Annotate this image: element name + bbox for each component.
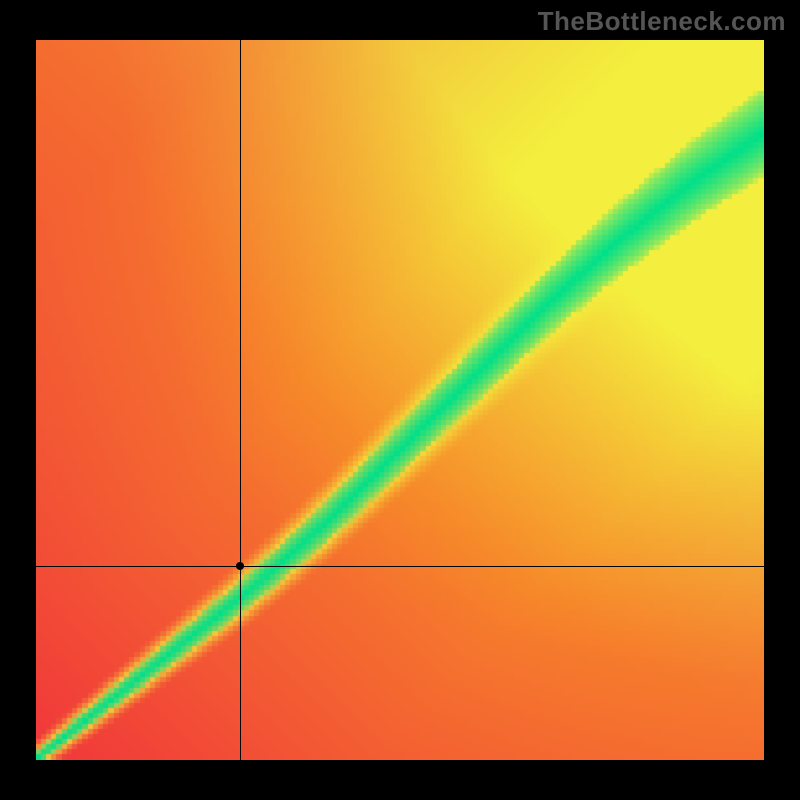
- container: TheBottleneck.com: [0, 0, 800, 800]
- crosshair-vertical: [240, 40, 241, 760]
- crosshair-horizontal: [36, 566, 764, 567]
- bottleneck-heatmap: [36, 40, 764, 760]
- marker-dot: [236, 562, 244, 570]
- heatmap-canvas: [36, 40, 764, 760]
- watermark-label: TheBottleneck.com: [538, 6, 786, 37]
